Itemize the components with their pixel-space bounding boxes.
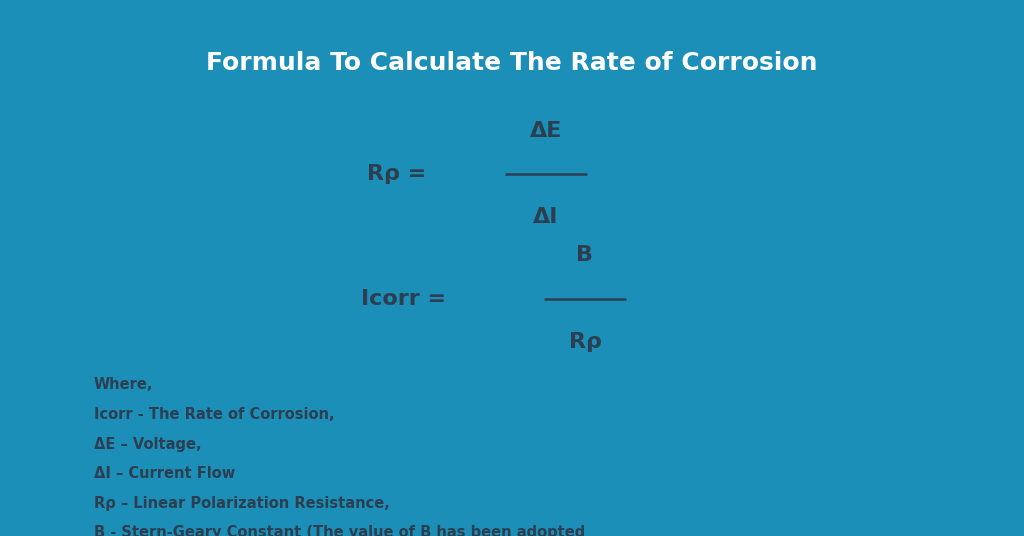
Text: Where,: Where, [94, 377, 154, 392]
Text: Formula To Calculate The Rate of Corrosion: Formula To Calculate The Rate of Corrosi… [206, 51, 818, 75]
Text: ΔI – Current Flow: ΔI – Current Flow [94, 466, 234, 481]
Text: ΔE: ΔE [529, 121, 562, 140]
Text: B: B [577, 245, 594, 265]
Text: ΔI: ΔI [534, 207, 559, 227]
Text: Icorr =: Icorr = [360, 288, 454, 309]
Text: ΔE – Voltage,: ΔE – Voltage, [94, 436, 202, 451]
FancyBboxPatch shape [26, 13, 998, 113]
Text: B - Stern-Geary Constant (The value of B has been adopted: B - Stern-Geary Constant (The value of B… [94, 525, 585, 536]
Text: Rρ =: Rρ = [368, 164, 434, 184]
Text: Icorr - The Rate of Corrosion,: Icorr - The Rate of Corrosion, [94, 407, 334, 422]
Text: Rρ – Linear Polarization Resistance,: Rρ – Linear Polarization Resistance, [94, 496, 389, 511]
Text: Rρ: Rρ [568, 332, 601, 352]
